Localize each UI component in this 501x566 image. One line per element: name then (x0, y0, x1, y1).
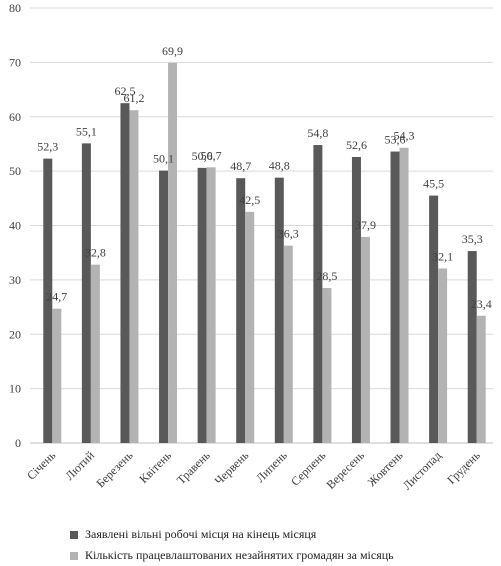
bar (274, 177, 284, 443)
bar (43, 158, 53, 443)
legend-item-1: Заявлені вільні робочі місця на кінець м… (70, 524, 394, 545)
bar (467, 251, 477, 443)
y-axis-ticks: 0 10 20 30 40 50 60 70 80 (9, 1, 21, 450)
x-tick-label: Грудень (444, 448, 483, 487)
gridlines (30, 7, 493, 444)
y-tick-label: 40 (9, 219, 21, 233)
y-tick-label: 30 (9, 273, 21, 287)
bar (313, 145, 323, 443)
y-tick-label: 50 (9, 164, 21, 178)
data-label: 42,5 (239, 193, 260, 207)
bar (120, 103, 130, 443)
data-label: 32,1 (432, 249, 453, 263)
data-label: 28,5 (316, 269, 337, 283)
x-tick-label: Листопад (400, 448, 444, 492)
bar (351, 156, 361, 444)
bar (245, 211, 255, 443)
legend-item-2: Кількість працевлаштованих незайнятих гр… (70, 545, 394, 566)
data-label: 52,6 (346, 138, 367, 152)
data-labels: 52,3 24,7 55,1 32,8 62,561,2 50,1 69,9 50,650,7… (37, 44, 491, 311)
data-label: 24,7 (46, 290, 67, 304)
data-label: 62,5 (114, 84, 135, 98)
data-label: 32,8 (85, 246, 106, 260)
data-label: 50,7 (201, 148, 222, 162)
data-label: 52,3 (37, 140, 58, 154)
data-label: 37,9 (355, 218, 376, 232)
x-tick-label: Вересень (323, 448, 367, 492)
data-label: 50,6 (192, 149, 213, 163)
bar (390, 151, 400, 444)
bar (236, 178, 246, 443)
data-label: 69,9 (162, 44, 183, 58)
data-label: 53,6 (385, 133, 406, 147)
data-label: 54,8 (307, 126, 328, 140)
bar (429, 195, 439, 443)
x-tick-label: Січень (24, 448, 59, 483)
legend-label-1: Заявлені вільні робочі місця на кінець м… (85, 527, 317, 541)
bar (129, 110, 139, 443)
x-tick-label: Березень (93, 448, 136, 491)
bar (322, 288, 332, 443)
y-tick-label: 0 (15, 436, 21, 450)
legend: Заявлені вільні робочі місця на кінець м… (70, 524, 394, 566)
data-label: 23,4 (471, 297, 492, 311)
data-label: 35,3 (462, 232, 483, 246)
x-tick-label: Липень (253, 448, 290, 485)
bar (197, 167, 207, 444)
y-tick-label: 60 (9, 110, 21, 124)
x-tick-label: Травень (174, 448, 213, 487)
y-tick-label: 20 (9, 327, 21, 341)
data-label: 61,2 (123, 91, 144, 105)
y-tick-label: 10 (9, 382, 21, 396)
bar (360, 236, 370, 443)
bar (90, 264, 100, 443)
legend-label-2: Кількість працевлаштованих незайнятих гр… (85, 548, 394, 562)
bar (168, 62, 178, 443)
data-label: 45,5 (423, 177, 444, 191)
legend-swatch-1 (70, 530, 78, 539)
data-label: 55,1 (76, 124, 97, 138)
bar (81, 143, 91, 444)
bar (52, 308, 62, 443)
bars (43, 62, 486, 444)
y-tick-label: 70 (9, 55, 21, 69)
data-label: 36,3 (278, 227, 299, 241)
data-label: 54,3 (394, 129, 415, 143)
x-tick-label: Червень (212, 448, 252, 488)
x-tick-label: Лютий (62, 448, 97, 483)
data-label: 48,7 (230, 159, 251, 173)
x-tick-label: Квітень (136, 448, 174, 486)
y-tick-label: 80 (9, 1, 21, 15)
bar (399, 147, 409, 443)
bar (283, 245, 293, 443)
bar (159, 170, 169, 444)
data-label: 48,8 (269, 159, 290, 173)
bar (438, 268, 448, 443)
bar (206, 167, 216, 443)
legend-swatch-2 (70, 551, 78, 560)
bar (476, 315, 486, 443)
data-label: 50,1 (153, 152, 174, 166)
